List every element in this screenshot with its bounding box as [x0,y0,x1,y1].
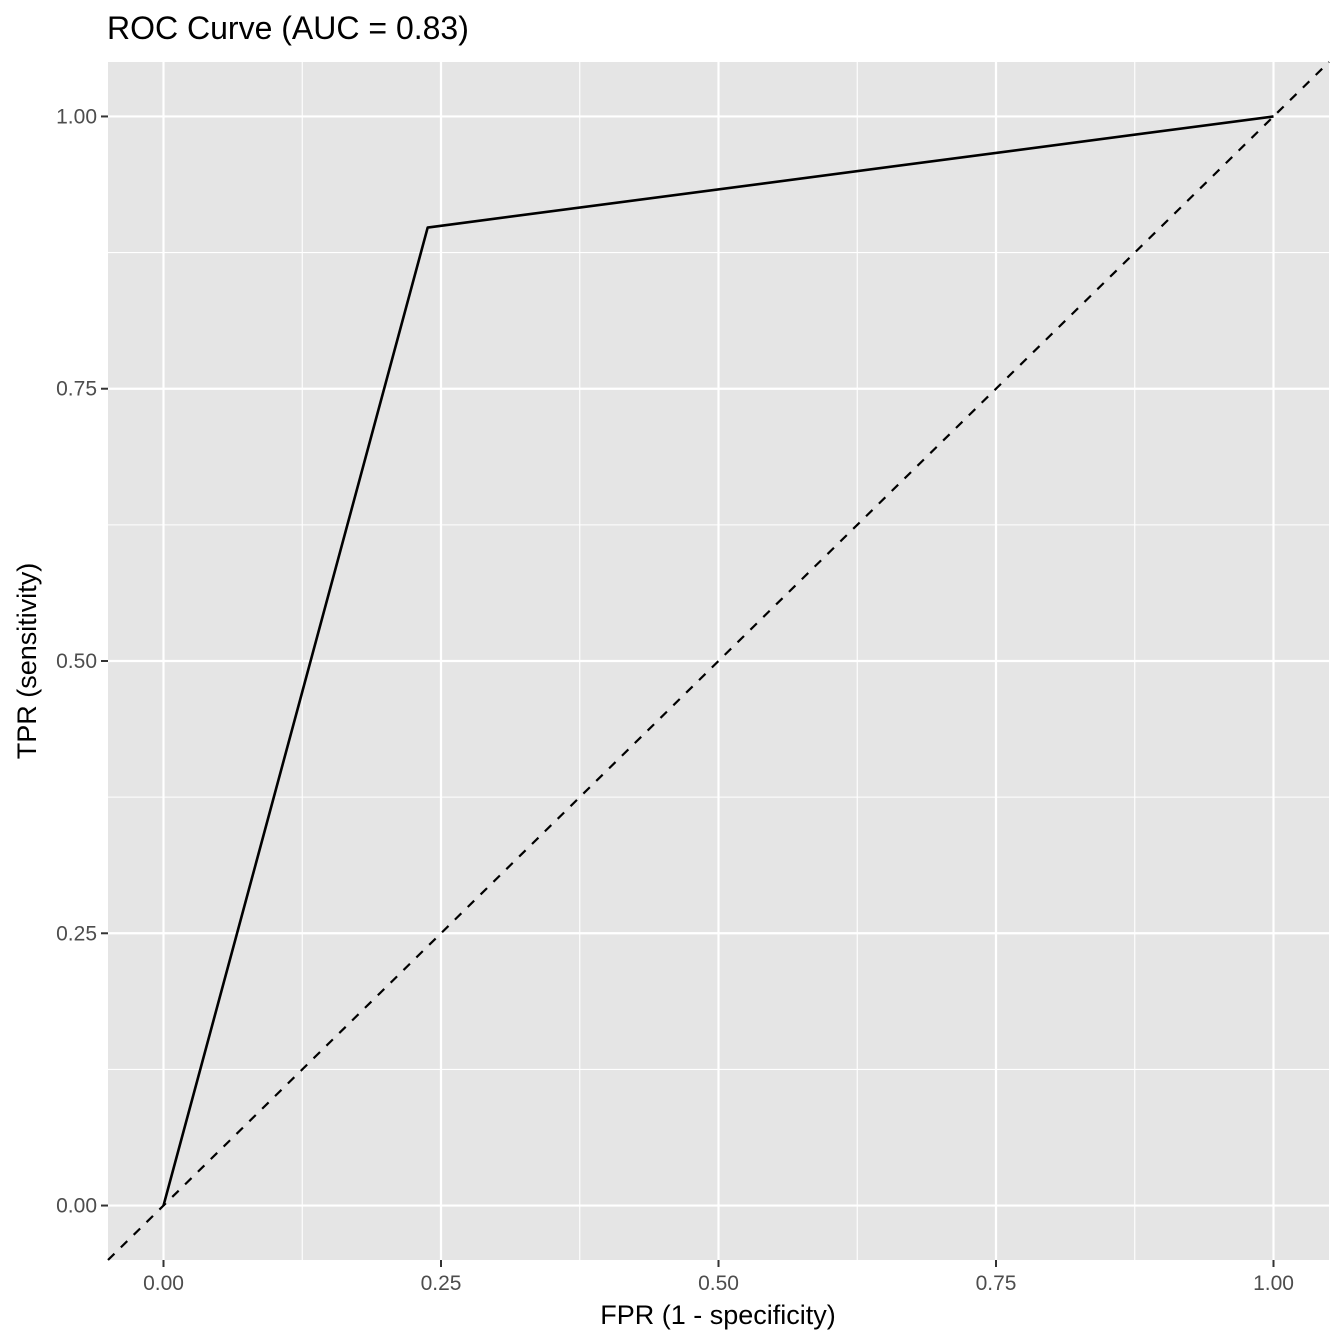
x-tick-label: 1.00 [1253,1272,1294,1295]
y-tick-label: 1.00 [56,105,97,128]
y-tick-label: 0.50 [56,650,97,673]
x-tick-label: 0.25 [421,1272,462,1295]
y-tick-label: 0.75 [56,378,97,401]
x-axis-title: FPR (1 - specificity) [600,1300,836,1330]
roc-curve-line [162,115,1274,1206]
chart-marks [107,61,1330,1261]
y-tick-label: 0.25 [56,922,97,945]
y-tick-label: 0.00 [56,1195,97,1218]
x-tick-label: 0.75 [976,1272,1017,1295]
x-tick-label: 0.00 [143,1272,184,1295]
tick-labels: 0.00 0.25 0.50 0.75 1.00 0.00 0.25 0.50 0.75 1.00 [56,105,1294,1295]
x-tick-label: 0.50 [698,1272,739,1295]
y-axis-title: TPR (sensitivity) [12,563,42,760]
chart-title: ROC Curve (AUC = 0.83) [107,10,469,46]
axis-ticks [101,115,1275,1267]
reference-diagonal-line [107,61,1330,1261]
